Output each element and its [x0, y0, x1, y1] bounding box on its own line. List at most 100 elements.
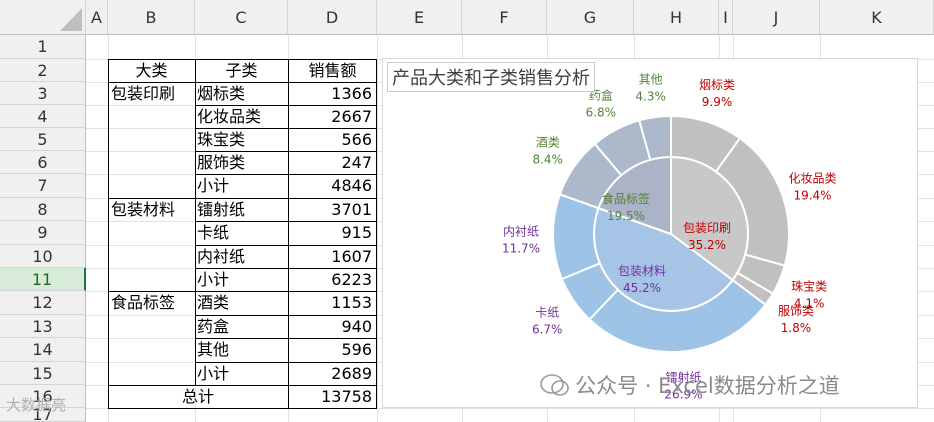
sales-cell[interactable]: 6223 [331, 270, 372, 289]
row-header-10[interactable]: 10 [0, 245, 86, 268]
subcategory-cell[interactable]: 药盒 [197, 317, 230, 336]
sales-cell[interactable]: 2667 [331, 107, 372, 126]
subcategory-cell[interactable]: 内衬纸 [197, 247, 246, 266]
subcategory-cell[interactable]: 化妆品类 [197, 107, 262, 126]
column-header-a[interactable]: A [86, 0, 108, 35]
sales-cell[interactable]: 915 [341, 223, 372, 242]
column-header-e[interactable]: E [377, 0, 462, 35]
column-header-c[interactable]: C [195, 0, 288, 35]
table-border [288, 59, 289, 408]
column-header-k[interactable]: K [820, 0, 934, 35]
sales-cell[interactable]: 566 [341, 130, 372, 149]
table-border [108, 291, 376, 292]
outer-label-5-pct: 6.7% [532, 323, 563, 337]
category-cell[interactable]: 食品标签 [111, 293, 176, 312]
sales-cell[interactable]: 1366 [331, 84, 372, 103]
table-border [195, 338, 376, 339]
row-header-3[interactable]: 3 [0, 82, 86, 105]
total-label[interactable]: 总计 [181, 387, 214, 406]
outer-slice-4[interactable] [588, 278, 767, 353]
outer-label-3-name: 服饰类 [778, 304, 814, 318]
column-header-h[interactable]: H [634, 0, 719, 35]
row-header-1[interactable]: 1 [0, 35, 86, 59]
subcategory-cell[interactable]: 服饰类 [197, 153, 246, 172]
category-cell[interactable]: 包装材料 [111, 200, 176, 219]
row-header-6[interactable]: 6 [0, 151, 86, 174]
table-border [195, 315, 376, 316]
grid-hline [86, 408, 934, 409]
chart-title[interactable]: 产品大类和子类销售分析 [387, 62, 595, 92]
corner-watermark-text: 大数据亮 [6, 396, 67, 414]
subcategory-cell[interactable]: 镭射纸 [197, 200, 246, 219]
outer-label-3-pct: 1.8% [781, 321, 812, 335]
sales-cell[interactable]: 2689 [331, 364, 372, 383]
row-header-15[interactable]: 15 [0, 362, 86, 385]
row-header-4[interactable]: 4 [0, 105, 86, 128]
category-cell[interactable]: 包装印刷 [111, 84, 176, 103]
row-header-9[interactable]: 9 [0, 221, 86, 245]
outer-label-9-name: 其他 [639, 72, 663, 86]
corner-watermark: 大数据亮 [6, 394, 66, 415]
inner-label-0-name: 包装印刷 [683, 221, 731, 235]
subcategory-cell[interactable]: 其他 [197, 340, 230, 359]
sales-cell[interactable]: 940 [341, 317, 372, 336]
inner-label-1-pct: 45.2% [623, 281, 661, 295]
header-subcategory[interactable]: 子类 [225, 61, 258, 80]
header-sales[interactable]: 销售额 [308, 61, 357, 80]
subcategory-cell[interactable]: 小计 [197, 176, 230, 195]
row-header-2[interactable]: 2 [0, 59, 86, 82]
table-border [195, 128, 376, 129]
row-header-7[interactable]: 7 [0, 174, 86, 198]
subcategory-cell[interactable]: 珠宝类 [197, 130, 246, 149]
row-header-12[interactable]: 12 [0, 291, 86, 315]
sales-cell[interactable]: 3701 [331, 200, 372, 219]
subcategory-cell[interactable]: 小计 [197, 364, 230, 383]
header-category[interactable]: 大类 [135, 61, 168, 80]
sunburst-chart[interactable]: 产品大类和子类销售分析 包装印刷 35.2% 包装材料 45.2% 食品标签 19.5% 烟… [382, 58, 918, 408]
outer-label-6-name: 内衬纸 [503, 225, 539, 239]
table-border [195, 59, 196, 385]
subcategory-cell[interactable]: 小计 [197, 270, 230, 289]
column-header-f[interactable]: F [462, 0, 547, 35]
outer-label-8-pct: 6.8% [586, 105, 617, 119]
table-border [195, 245, 376, 246]
row-header-8[interactable]: 8 [0, 198, 86, 221]
row-header-13[interactable]: 13 [0, 315, 86, 338]
row-header-14[interactable]: 14 [0, 338, 86, 362]
column-header-b[interactable]: B [108, 0, 195, 35]
outer-label-0-name: 烟标类 [699, 78, 735, 92]
table-border [108, 82, 376, 83]
inner-label-2-pct: 19.5% [607, 209, 645, 223]
table-border [195, 105, 376, 106]
total-value[interactable]: 13758 [321, 387, 372, 406]
sales-cell[interactable]: 1153 [331, 293, 372, 312]
corner-triangle-icon [60, 7, 82, 31]
watermark-text: 公众号 · Excel数据分析之道 [575, 374, 840, 398]
row-header-11[interactable]: 11 [0, 268, 86, 291]
sales-cell[interactable]: 596 [341, 340, 372, 359]
sales-cell[interactable]: 1607 [331, 247, 372, 266]
sales-cell[interactable]: 4846 [331, 176, 372, 195]
outer-label-6-pct: 11.7% [502, 242, 540, 256]
row-header-16[interactable]: 16 [0, 385, 86, 408]
outer-slice-9[interactable] [638, 114, 672, 162]
outer-label-0-pct: 9.9% [702, 95, 733, 109]
column-header-g[interactable]: G [547, 0, 634, 35]
column-header-d[interactable]: D [288, 0, 377, 35]
inner-label-1-name: 包装材料 [618, 264, 666, 278]
subcategory-cell[interactable]: 酒类 [197, 293, 230, 312]
subcategory-cell[interactable]: 烟标类 [197, 84, 246, 103]
outer-label-4-name: 镭射纸 [665, 369, 701, 384]
column-header-i[interactable]: I [719, 0, 733, 35]
table-border [108, 408, 377, 409]
sales-cell[interactable]: 247 [341, 153, 372, 172]
outer-label-9-pct: 4.3% [635, 89, 666, 103]
select-all-corner[interactable] [0, 0, 86, 35]
table-border [195, 362, 376, 363]
chart-plot: 包装印刷 35.2% 包装材料 45.2% 食品标签 19.5% 烟标类 9.9% 化妆品类 19… [502, 72, 837, 401]
table-border [195, 151, 376, 152]
column-header-j[interactable]: J [733, 0, 820, 35]
table-border [108, 59, 377, 60]
row-header-5[interactable]: 5 [0, 128, 86, 151]
subcategory-cell[interactable]: 卡纸 [197, 223, 230, 242]
